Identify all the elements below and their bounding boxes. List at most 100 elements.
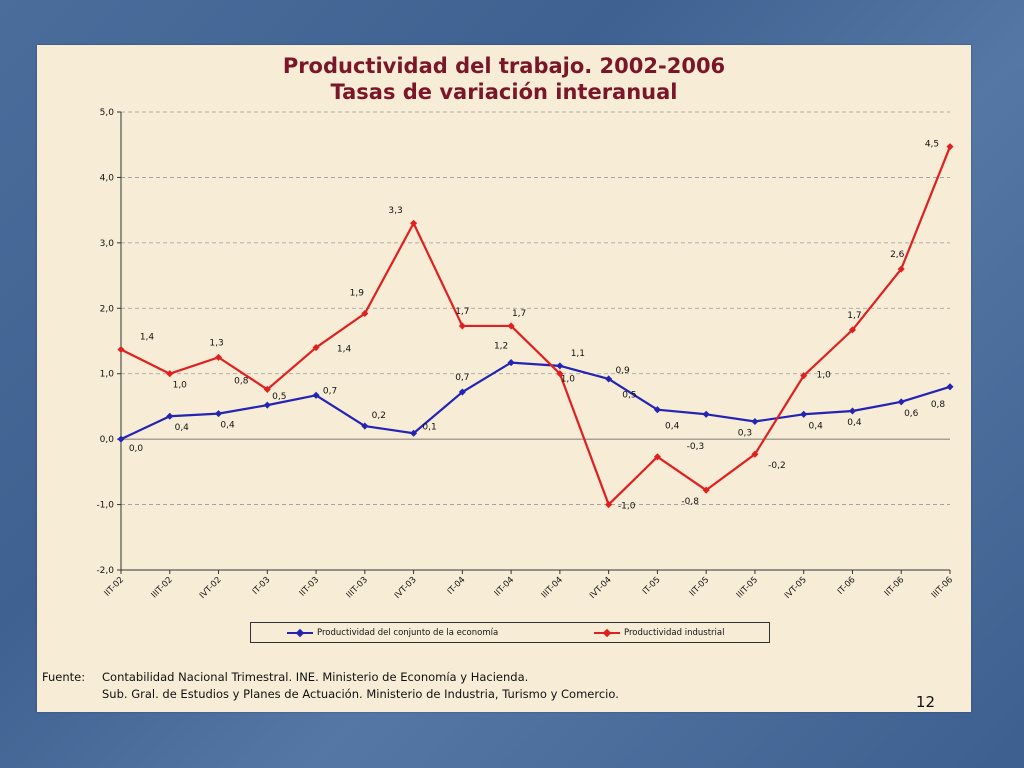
data-point [166, 370, 174, 378]
chart-title: Productividad del trabajo. 2002-2006 Tas… [37, 53, 971, 105]
y-tick-label: 2,0 [100, 304, 115, 314]
legend-swatch-economy [287, 632, 313, 634]
data-label: 2,6 [890, 250, 905, 260]
data-point [166, 412, 174, 420]
data-point [214, 410, 223, 418]
data-point [507, 322, 515, 330]
slide-panel: Productividad del trabajo. 2002-2006 Tas… [37, 45, 971, 712]
legend-item-economy: Productividad del conjunto de la economí… [287, 628, 498, 638]
data-label: 1,7 [512, 309, 526, 319]
data-point [751, 417, 759, 426]
data-point [653, 406, 661, 414]
data-point [458, 322, 466, 330]
plot-background [121, 112, 950, 570]
data-point [946, 383, 954, 391]
data-label: 0,7 [323, 386, 337, 396]
data-point [848, 407, 857, 415]
data-label: 1,0 [173, 381, 188, 391]
legend-item-industry: Productividad industrial [594, 628, 724, 638]
data-point [702, 486, 710, 494]
data-point [800, 410, 808, 418]
series-line [120, 146, 952, 506]
series-group [117, 143, 954, 509]
data-label: -0,3 [687, 442, 705, 452]
x-tick-label: IT-05 [641, 575, 663, 597]
data-label: -0,2 [768, 461, 786, 471]
data-label: -0,8 [681, 497, 699, 507]
line-chart: -2,0 -1,0 0,0 1,0 2,0 3,0 4,0 5,0 IIT-02 IIIT-02 I… [96, 108, 955, 601]
data-point [507, 359, 515, 367]
data-point [946, 143, 954, 151]
data-point [800, 372, 808, 380]
data-point [410, 429, 418, 437]
data-point [458, 388, 466, 396]
data-label: 0,9 [615, 366, 630, 376]
data-point [117, 345, 125, 354]
y-tick-label: 0,0 [100, 435, 115, 445]
data-label: -1,0 [618, 502, 636, 512]
page-number: 12 [915, 693, 935, 711]
x-tick-label: IT-03 [251, 575, 273, 597]
data-label: 4,5 [925, 140, 939, 150]
data-point [410, 219, 418, 227]
y-tick-label: 4,0 [100, 173, 115, 183]
data-label: 1,7 [847, 311, 861, 321]
data-label: 0,1 [422, 422, 436, 432]
data-point [702, 410, 710, 418]
data-label: 0,4 [220, 421, 235, 431]
x-tick-label: IIIT-06 [930, 575, 955, 600]
source-line1: Contabilidad Nacional Trimestral. INE. M… [102, 670, 529, 684]
x-tick-label: IT-06 [836, 575, 858, 597]
data-point [653, 453, 661, 461]
data-point [263, 385, 271, 393]
x-tick-label: IIIT-04 [540, 575, 565, 600]
data-label: 0,4 [847, 418, 862, 428]
data-label: 1,3 [209, 338, 223, 348]
data-label: 1,4 [140, 333, 155, 343]
data-label: 0,8 [931, 400, 946, 410]
data-point [263, 401, 271, 409]
data-label: 1,0 [817, 371, 832, 381]
data-point [848, 326, 857, 334]
x-tick-label: IIT-05 [688, 575, 712, 599]
x-tick-label: IIIT-05 [735, 575, 760, 600]
chart-title-line1: Productividad del trabajo. 2002-2006 [282, 54, 726, 78]
data-label: 0,7 [455, 373, 469, 383]
data-label: 1,1 [571, 349, 585, 359]
x-tick-label: IVT-02 [198, 575, 224, 601]
data-label: 1,9 [350, 289, 365, 299]
data-label: 0,5 [272, 392, 286, 402]
x-tick-label: IVT-03 [393, 575, 419, 601]
data-point [605, 501, 613, 509]
y-tick-label: 3,0 [100, 239, 115, 249]
y-tick-label: -1,0 [96, 501, 114, 511]
series-line [120, 361, 951, 441]
y-tick-label: -2,0 [96, 566, 114, 576]
x-tick-label: IIT-04 [493, 575, 517, 599]
data-label: 0,8 [234, 376, 249, 386]
x-tick-label: IVT-05 [783, 575, 809, 601]
source-line2: Sub. Gral. de Estudios y Planes de Actua… [102, 687, 619, 701]
data-label: 0,5 [622, 391, 636, 401]
data-label: 1,7 [455, 307, 469, 317]
data-point [897, 398, 905, 406]
data-point [117, 435, 125, 443]
data-labels-group: 0,0 0,4 0,4 0,5 0,7 0,2 0,1 0,7 1,2 1,1 0,9 0,5 0,4 0… [129, 140, 946, 512]
y-tick-label: 5,0 [100, 108, 115, 118]
x-tick-label: IVT-04 [588, 575, 614, 601]
x-tick-label: IIT-02 [103, 575, 127, 599]
x-tick-label: IIT-03 [298, 575, 322, 599]
legend-swatch-industry [594, 632, 620, 634]
data-label: 1,0 [561, 375, 576, 385]
data-label: 1,4 [337, 345, 352, 355]
data-point [361, 309, 369, 318]
chart-title-line2: Tasas de variación interanual [330, 80, 678, 104]
source-note: Fuente: Contabilidad Nacional Trimestral.… [42, 669, 619, 703]
y-tick-label: 1,0 [100, 370, 115, 380]
data-label: 0,3 [738, 428, 752, 438]
legend-label-economy: Productividad del conjunto de la economí… [317, 628, 499, 638]
data-point [556, 362, 564, 370]
data-label: 3,3 [388, 206, 402, 216]
data-point [556, 370, 564, 378]
data-label: 0,2 [372, 411, 386, 421]
